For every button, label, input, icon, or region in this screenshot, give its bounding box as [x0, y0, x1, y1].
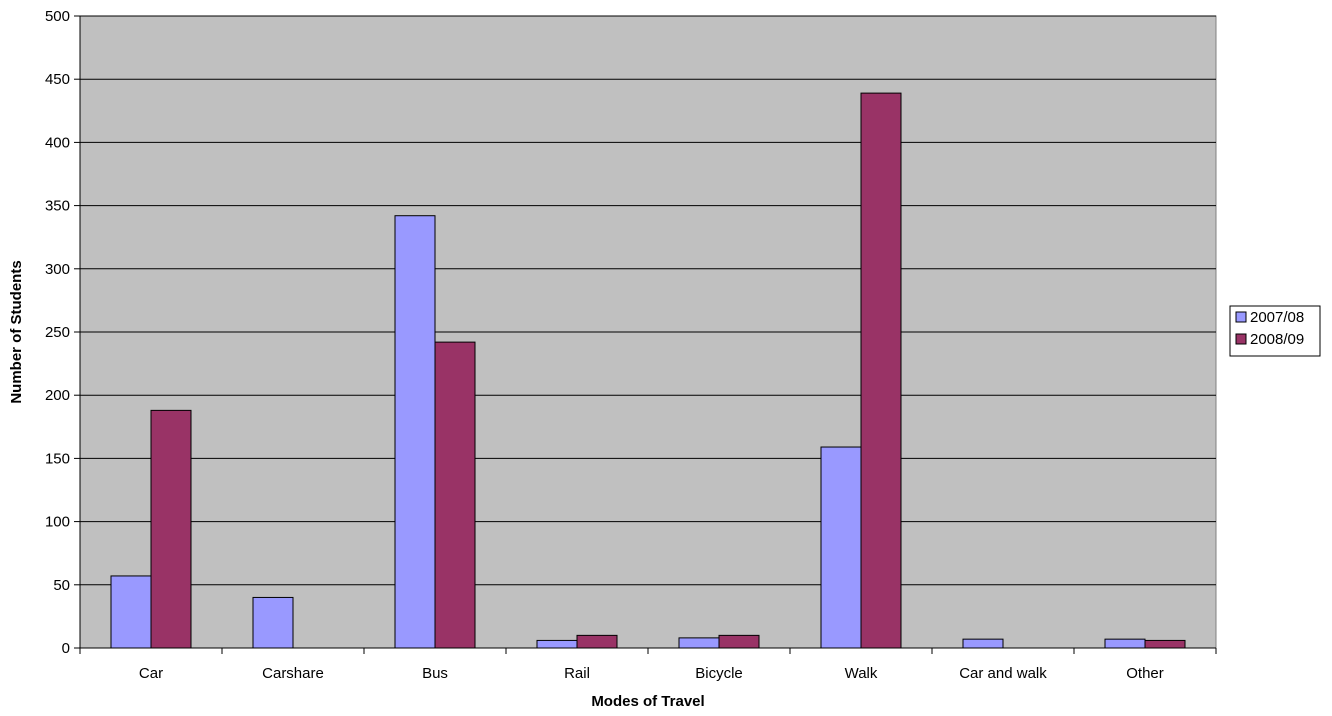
- x-tick-labels: Car Carshare Bus Rail Bicycle Walk Car and wal…: [139, 665, 1164, 682]
- x-tick-label: Car: [139, 665, 163, 682]
- axes: [74, 15, 1217, 654]
- bar-2007-08-walk: [820, 446, 862, 649]
- bar-2007-08-bicycle: [678, 637, 720, 649]
- y-tick-label: 0: [62, 640, 70, 657]
- legend-label: 2008/09: [1250, 331, 1304, 348]
- y-tick-label: 350: [45, 198, 70, 215]
- legend-label: 2007/08: [1250, 309, 1304, 326]
- bar-2007-08-car-and-walk: [962, 638, 1004, 649]
- y-tick-label: 200: [45, 387, 70, 404]
- bar-2007-08-carshare: [252, 596, 294, 649]
- legend: 2007/08 2008/09: [1229, 305, 1321, 357]
- x-tick-label: Car and walk: [959, 665, 1047, 682]
- y-tick-label: 500: [45, 8, 70, 25]
- legend-swatch: [1235, 333, 1247, 345]
- x-tick-label: Bicycle: [695, 665, 743, 682]
- bar-2008-09-other: [1144, 639, 1186, 649]
- y-tick-label: 50: [53, 577, 70, 594]
- x-tick-label: Carshare: [262, 665, 324, 682]
- y-axis-title: Number of Students: [8, 260, 25, 403]
- y-tick-label: 400: [45, 134, 70, 151]
- bar-2007-08-rail: [536, 639, 578, 649]
- x-tick-label: Other: [1126, 665, 1164, 682]
- y-tick-label: 450: [45, 71, 70, 88]
- bar-2008-09-car: [150, 409, 192, 649]
- x-tick-label: Rail: [564, 665, 590, 682]
- gridlines: [80, 15, 1216, 586]
- x-tick-label: Bus: [422, 665, 448, 682]
- bar-2008-09-bicycle: [718, 634, 760, 649]
- bar-2007-08-car: [110, 575, 152, 649]
- bar-2008-09-bus: [434, 341, 476, 649]
- y-tick-label: 150: [45, 450, 70, 467]
- bar-2008-09-walk: [860, 92, 902, 649]
- y-tick-label: 100: [45, 514, 70, 531]
- bar-2007-08-bus: [394, 215, 436, 649]
- x-tick-label: Walk: [845, 665, 878, 682]
- legend-swatch: [1235, 311, 1247, 323]
- y-tick-labels: 0 50 100 150 200 250 300 350 400 450 500: [45, 8, 70, 657]
- bar-2007-08-other: [1104, 638, 1146, 649]
- y-tick-label: 250: [45, 324, 70, 341]
- y-tick-label: 300: [45, 261, 70, 278]
- x-axis-title: Modes of Travel: [591, 693, 704, 710]
- bar-2008-09-rail: [576, 634, 618, 649]
